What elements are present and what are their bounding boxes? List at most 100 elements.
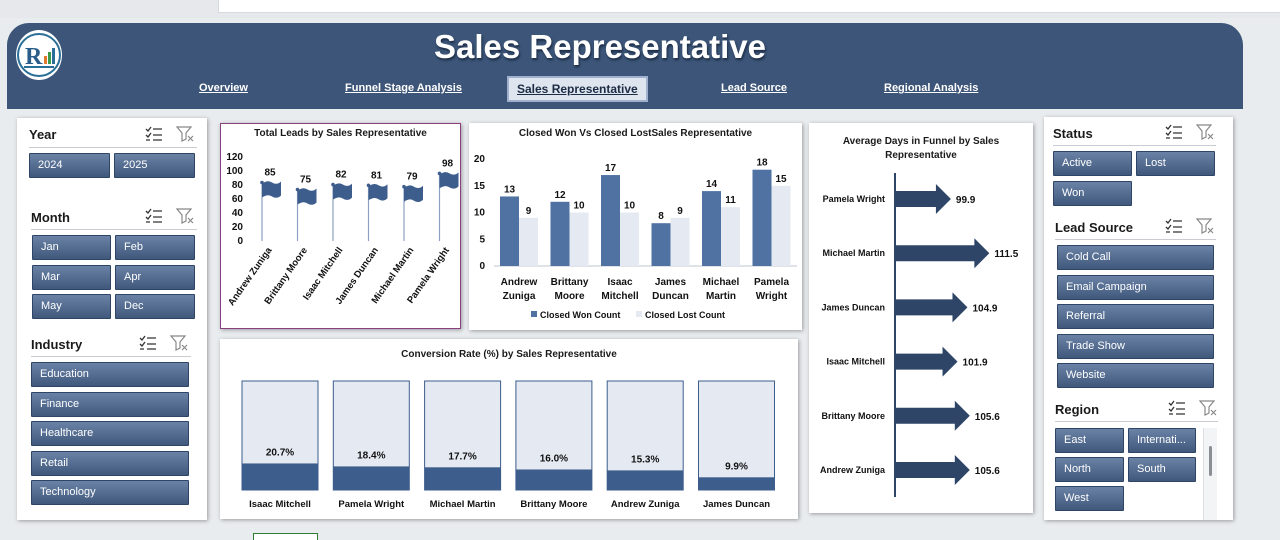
x-tick-label: Brittany Moore <box>520 499 587 510</box>
data-label: 105.6 <box>975 412 1000 423</box>
x-tick-label-first: Andrew <box>501 277 538 288</box>
y-tick-label: 100 <box>226 166 243 177</box>
year-slicer-divider <box>29 147 197 148</box>
data-label-won: 18 <box>756 158 768 169</box>
slicer-item-lead-cold-call[interactable]: Cold Call <box>1057 245 1214 270</box>
x-tick-label: Michael Martin <box>430 499 496 510</box>
multi-select-icon[interactable] <box>1168 400 1186 416</box>
slicer-item-lead-trade-show[interactable]: Trade Show <box>1057 334 1214 359</box>
slicer-item-industry-education[interactable]: Education <box>31 362 189 387</box>
formula-bar[interactable] <box>218 0 1280 13</box>
region-slicer-scrollbar[interactable] <box>1203 428 1217 520</box>
nav-lead-source[interactable]: Lead Source <box>721 82 788 94</box>
category-label: Brittany Moore <box>821 411 885 421</box>
y-tick-label: 0 <box>479 261 485 272</box>
industry-slicer-divider <box>31 356 191 357</box>
slicer-item-lead-email-campaign[interactable]: Email Campaign <box>1057 275 1214 300</box>
bar-closed-lost <box>670 217 690 266</box>
slicer-item-industry-finance[interactable]: Finance <box>31 392 189 417</box>
clear-filter-icon[interactable] <box>1196 218 1214 234</box>
slicer-item-year-2024[interactable]: 2024 <box>29 153 110 178</box>
closed-won-lost-chart-title: Closed Won Vs Closed LostSales Represent… <box>518 128 753 139</box>
multi-select-icon[interactable] <box>145 126 163 142</box>
flag-marker <box>368 184 388 201</box>
x-tick-label-last: Mitchell <box>601 291 638 302</box>
data-label: 16.0% <box>540 453 568 464</box>
slicer-item-month-feb[interactable]: Feb <box>115 235 195 260</box>
data-label-won: 8 <box>658 211 664 222</box>
multi-select-icon[interactable] <box>139 335 157 351</box>
slicer-item-month-mar[interactable]: Mar <box>32 265 111 290</box>
slicer-item-year-2025[interactable]: 2025 <box>114 153 195 178</box>
arrow-bar <box>895 346 958 377</box>
x-tick-label-first: Brittany <box>551 277 589 288</box>
nav-sales-representative[interactable]: Sales Representative <box>507 76 648 102</box>
slicer-item-region-international[interactable]: Internati... <box>1128 428 1196 453</box>
clear-filter-icon[interactable] <box>176 126 194 142</box>
flag-marker <box>333 183 352 200</box>
slicer-item-lead-referral[interactable]: Referral <box>1057 304 1214 329</box>
bar-closed-lost <box>620 212 639 266</box>
slicer-item-month-apr[interactable]: Apr <box>115 265 195 290</box>
x-tick-label-first: James <box>655 277 687 288</box>
bar-fill <box>333 466 410 490</box>
clear-filter-icon[interactable] <box>176 208 194 224</box>
data-label-lost: 15 <box>775 174 787 185</box>
slicer-item-industry-healthcare[interactable]: Healthcare <box>31 421 189 446</box>
multi-select-icon[interactable] <box>1165 218 1183 234</box>
slicer-item-region-east[interactable]: East <box>1055 428 1124 453</box>
avg-days-chart-panel[interactable] <box>809 123 1033 513</box>
data-label: 79 <box>406 172 418 183</box>
x-tick-label: Andrew Zuniga <box>611 499 680 510</box>
data-label: 18.4% <box>357 450 385 461</box>
avg-days-chart-title: Average Days in Funnel by Sales Represen… <box>842 136 1000 161</box>
slicer-item-region-north[interactable]: North <box>1055 457 1124 482</box>
conversion-rate-chart: 20.7% Isaac Mitchell 18.4% Pamela Wright 17.… <box>241 380 775 510</box>
slicer-item-region-south[interactable]: South <box>1128 457 1196 482</box>
nav-funnel-stage-analysis[interactable]: Funnel Stage Analysis <box>345 82 462 94</box>
x-tick-label: Isaac Mitchell <box>249 499 311 510</box>
slicer-item-status-lost[interactable]: Lost <box>1136 151 1215 176</box>
data-label: 98 <box>442 158 454 169</box>
clear-filter-icon[interactable] <box>170 335 188 351</box>
svg-text:R: R <box>25 44 43 70</box>
slicer-item-month-may[interactable]: May <box>32 294 111 319</box>
slicer-item-month-jan[interactable]: Jan <box>32 235 111 260</box>
slicer-item-status-active[interactable]: Active <box>1053 151 1132 176</box>
bar-closed-won <box>601 175 620 266</box>
total-leads-chart-panel[interactable] <box>220 123 461 329</box>
page-title: Sales Representative <box>433 28 766 65</box>
multi-select-icon[interactable] <box>1165 124 1183 140</box>
slicer-item-region-west[interactable]: West <box>1055 486 1124 511</box>
bar-background <box>698 380 775 491</box>
slicer-item-status-won[interactable]: Won <box>1053 181 1132 206</box>
clear-filter-icon[interactable] <box>1196 124 1214 140</box>
nav-regional-analysis[interactable]: Regional Analysis <box>884 82 979 94</box>
bar-closed-won <box>752 169 772 266</box>
flag-pole-top <box>366 183 371 188</box>
data-label-won: 13 <box>504 184 516 195</box>
arrow-bar <box>895 400 970 431</box>
slicer-item-industry-technology[interactable]: Technology <box>31 480 189 505</box>
slicer-item-industry-retail[interactable]: Retail <box>31 451 189 476</box>
y-tick-label: 15 <box>474 181 486 192</box>
y-tick-label: 120 <box>226 152 243 163</box>
x-tick-label-last: Duncan <box>652 291 689 302</box>
data-label-won: 17 <box>605 163 617 174</box>
slicer-item-month-dec[interactable]: Dec <box>115 294 195 319</box>
x-tick-label-last: Wright <box>756 291 788 302</box>
clear-filter-icon[interactable] <box>1199 400 1217 416</box>
flag-marker <box>404 185 423 202</box>
scrollbar-thumb[interactable] <box>1209 446 1212 476</box>
data-label-lost: 10 <box>573 201 585 212</box>
y-tick-label: 20 <box>232 222 244 233</box>
y-tick-label: 20 <box>474 154 486 165</box>
month-slicer-title: Month <box>31 210 70 225</box>
nav-overview[interactable]: Overview <box>199 82 248 94</box>
multi-select-icon[interactable] <box>145 208 163 224</box>
bar-fill <box>242 463 318 490</box>
year-slicer-title: Year <box>29 127 57 142</box>
slicer-item-lead-website[interactable]: Website <box>1057 363 1214 388</box>
sheet-tab-indicator[interactable] <box>253 533 318 540</box>
category-label: Michael Martin <box>822 248 885 258</box>
